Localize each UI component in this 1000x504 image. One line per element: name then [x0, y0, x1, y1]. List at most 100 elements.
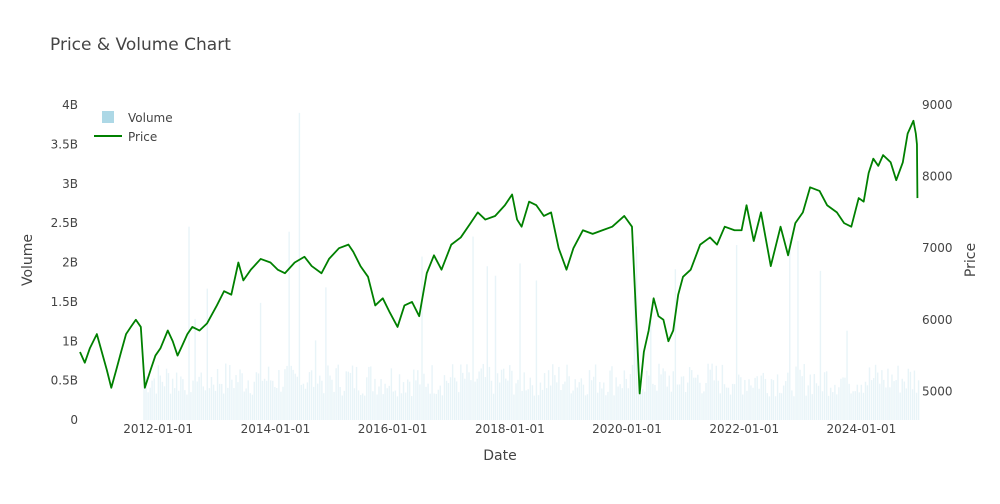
volume-bar	[455, 381, 458, 420]
volume-bar	[288, 231, 290, 420]
volume-bar	[911, 389, 914, 420]
volume-bar	[441, 395, 444, 420]
volume-bar	[396, 396, 399, 420]
volume-bar	[641, 388, 644, 420]
volume-bar	[709, 369, 711, 420]
volume-bar	[597, 392, 599, 420]
volume-bar	[337, 364, 339, 420]
volume-bar	[269, 380, 272, 420]
volume-bar	[566, 364, 568, 420]
volume-bar	[155, 393, 157, 420]
volume-bar	[149, 387, 151, 420]
volume-bar	[174, 388, 176, 420]
legend-item-price[interactable]: Price	[94, 130, 157, 144]
volume-bar	[870, 380, 873, 420]
volume-bar	[697, 374, 699, 420]
volume-bar	[153, 378, 155, 420]
volume-bar	[243, 391, 245, 420]
volume-bar	[159, 375, 161, 420]
legend-item-volume[interactable]: Volume	[102, 111, 173, 125]
volume-bar	[386, 388, 388, 420]
volume-bar	[171, 378, 174, 420]
volume-bar	[729, 394, 732, 420]
volume-bar	[556, 382, 558, 420]
volume-bar	[163, 386, 166, 420]
volume-bar	[392, 391, 394, 420]
volume-bar	[874, 364, 877, 420]
volume-bar	[351, 365, 354, 420]
x-axis-title: Date	[483, 448, 516, 464]
volume-bar	[349, 372, 352, 420]
volume-bar	[329, 375, 331, 420]
volume-bar	[509, 365, 511, 420]
volume-bar	[227, 387, 229, 420]
volume-bar	[899, 392, 901, 420]
volume-bar	[417, 370, 419, 420]
x-tick-label: 2014-01-01	[241, 422, 311, 436]
volume-bar	[404, 392, 407, 420]
legend[interactable]: Volume Price	[94, 111, 173, 144]
volume-bar	[210, 376, 213, 420]
volume-bar	[519, 263, 521, 420]
volume-bar	[239, 369, 241, 420]
volume-bar	[834, 384, 836, 420]
volume-bar	[341, 395, 343, 420]
volume-bar	[178, 390, 180, 420]
volume-bar	[490, 380, 493, 420]
volume-bar	[200, 372, 202, 420]
volume-bar	[560, 390, 562, 420]
volume-bar	[272, 380, 274, 420]
volume-bar	[439, 385, 441, 420]
volume-bar	[357, 390, 360, 420]
volume-bar	[805, 395, 807, 420]
volume-bar	[451, 364, 454, 420]
volume-bar	[364, 395, 366, 420]
volume-bar	[844, 377, 846, 420]
volume-bar	[511, 370, 513, 420]
volume-bar	[827, 395, 830, 420]
y-tick-label: 2.5B	[51, 216, 78, 230]
volume-bar	[425, 386, 427, 420]
volume-bar	[856, 384, 859, 420]
volume-bar	[335, 368, 337, 420]
volume-bar	[355, 366, 358, 420]
volume-bar	[605, 395, 607, 420]
volume-bar	[308, 372, 311, 420]
volume-bar	[398, 374, 401, 420]
volume-bar	[145, 376, 147, 420]
volume-bar	[314, 340, 317, 420]
volume-bar	[388, 385, 390, 420]
volume-bar	[253, 381, 256, 420]
volume-bar	[454, 377, 456, 420]
volume-bar	[815, 383, 818, 420]
volume-bar	[627, 388, 630, 420]
volume-bar	[175, 372, 178, 420]
volume-bar	[290, 365, 292, 420]
volume-bar	[261, 380, 264, 420]
volume-bar	[241, 373, 243, 420]
volume-bar	[539, 382, 542, 420]
volume-bar	[558, 366, 560, 420]
volume-bar	[866, 385, 869, 420]
volume-bar	[691, 370, 693, 420]
volume-bar	[813, 374, 816, 420]
volume-bar	[740, 377, 742, 420]
volume-bar	[480, 368, 482, 420]
volume-bar	[582, 384, 585, 420]
y-tick-label: 4B	[62, 98, 78, 112]
volume-bar	[872, 378, 875, 420]
volume-bar	[862, 392, 865, 420]
volume-bar	[343, 390, 346, 420]
volume-bar	[513, 394, 515, 420]
volume-bar	[838, 387, 840, 420]
volume-bar	[895, 380, 897, 420]
volume-bar	[619, 384, 621, 420]
y-axis-ticks: 0 0.5B 1B 1.5B 2B 2.5B 3B 3.5B 4B	[51, 98, 78, 427]
y-axis-title: Volume	[20, 234, 36, 286]
volume-bar	[525, 390, 527, 420]
volume-bar	[662, 368, 664, 420]
volume-bar	[909, 371, 912, 420]
volume-bar	[280, 391, 282, 420]
volume-bar	[601, 388, 603, 420]
volume-bar	[204, 390, 207, 420]
